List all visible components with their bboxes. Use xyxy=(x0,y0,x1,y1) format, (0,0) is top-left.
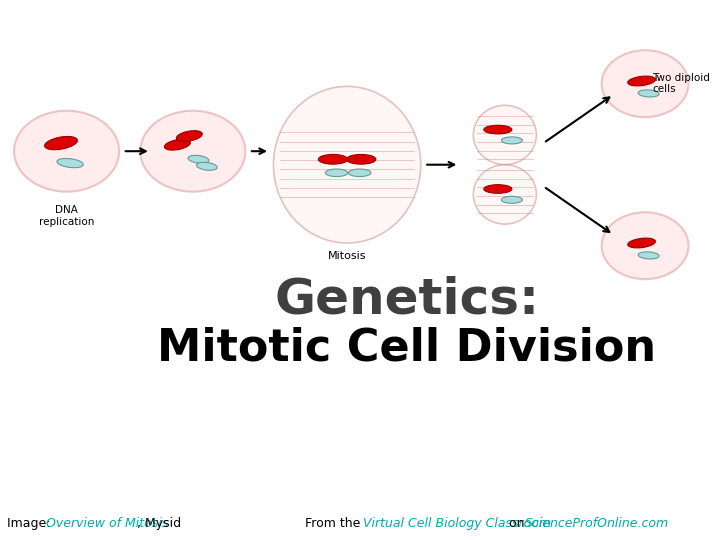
Text: ScienceProfOnline.com: ScienceProfOnline.com xyxy=(524,517,669,530)
Text: Mitosis: Mitosis xyxy=(328,251,366,261)
Ellipse shape xyxy=(348,169,371,177)
Ellipse shape xyxy=(274,86,420,243)
Ellipse shape xyxy=(484,125,512,134)
Text: Overview of Mitosis: Overview of Mitosis xyxy=(45,517,168,530)
Ellipse shape xyxy=(346,154,376,164)
Ellipse shape xyxy=(473,165,536,224)
Circle shape xyxy=(602,50,688,117)
Ellipse shape xyxy=(325,169,348,177)
Text: Mitotic Cell Division: Mitotic Cell Division xyxy=(157,327,656,370)
Ellipse shape xyxy=(484,185,512,193)
Ellipse shape xyxy=(628,238,655,248)
Ellipse shape xyxy=(176,131,202,141)
Ellipse shape xyxy=(638,252,659,259)
Circle shape xyxy=(602,212,688,279)
Ellipse shape xyxy=(501,137,523,144)
Text: DNA
replication: DNA replication xyxy=(39,205,94,227)
Text: on: on xyxy=(505,517,528,530)
Text: , Mysid: , Mysid xyxy=(137,517,181,530)
Text: Genetics:: Genetics: xyxy=(274,276,539,323)
Ellipse shape xyxy=(638,90,659,97)
Text: Two diploid
cells: Two diploid cells xyxy=(652,73,710,94)
Ellipse shape xyxy=(197,163,217,170)
Circle shape xyxy=(14,111,120,192)
Ellipse shape xyxy=(501,197,523,204)
Text: Virtual Cell Biology Classroom: Virtual Cell Biology Classroom xyxy=(362,517,551,530)
Text: From the: From the xyxy=(305,517,369,530)
Ellipse shape xyxy=(318,154,348,164)
Circle shape xyxy=(140,111,246,192)
Ellipse shape xyxy=(473,105,536,165)
Text: Image:: Image: xyxy=(7,517,55,530)
Ellipse shape xyxy=(45,137,77,150)
Ellipse shape xyxy=(164,139,190,150)
Ellipse shape xyxy=(628,76,655,86)
Ellipse shape xyxy=(57,158,84,168)
Ellipse shape xyxy=(188,156,209,163)
